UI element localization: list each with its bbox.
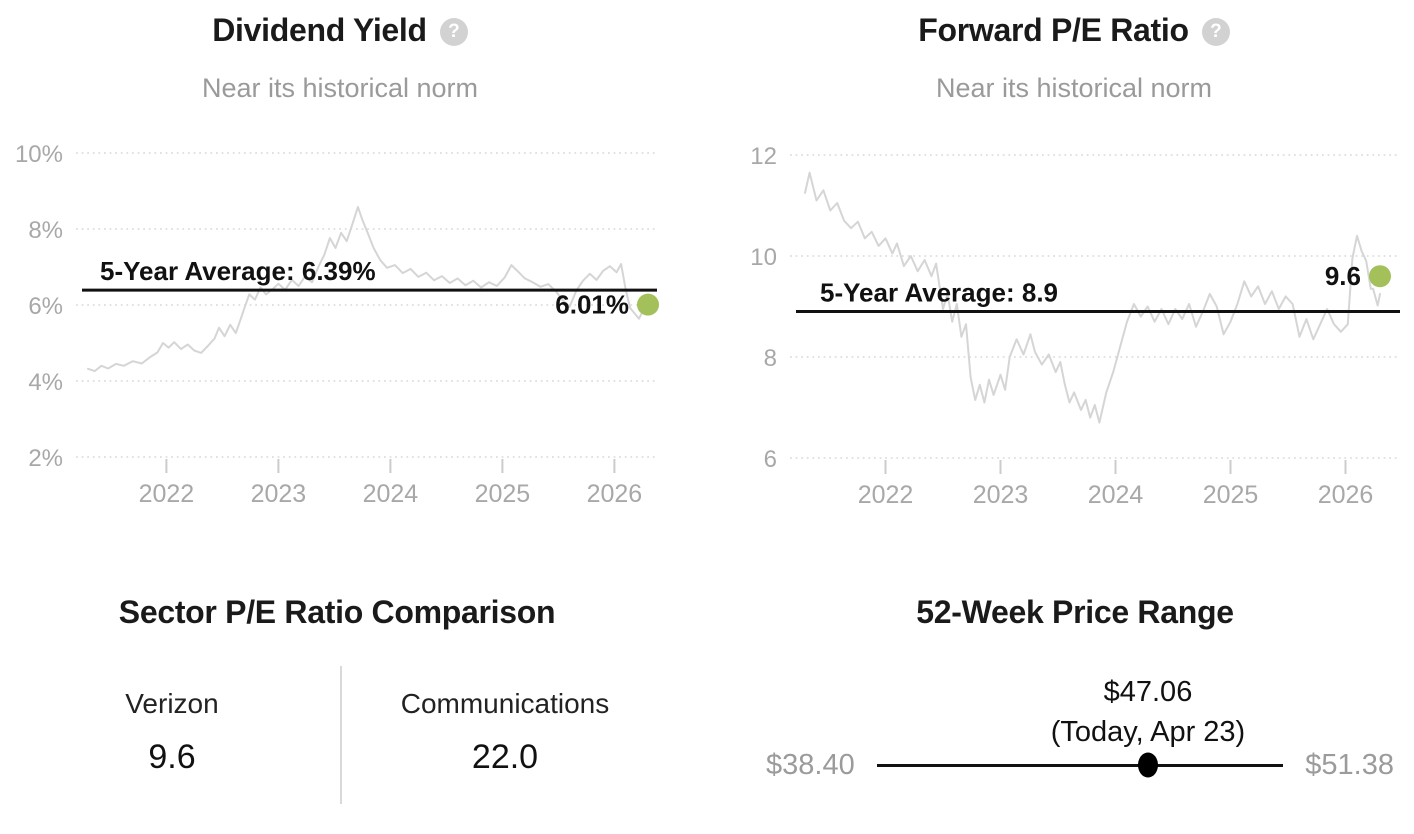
current-value-label: 9.6: [1325, 261, 1361, 291]
help-icon[interactable]: ?: [439, 17, 468, 46]
x-axis-label: 2026: [587, 480, 643, 508]
y-axis-label: 8: [764, 345, 777, 372]
price-range-widget: $38.40 $47.06 (Today, Apr 23) $51.38: [766, 676, 1394, 815]
comparison-value: 9.6: [148, 738, 196, 776]
x-axis-label: 2025: [1203, 481, 1259, 509]
forward-pe-chart: 12 10 8 6 2022 2023 2024 2025 2026 5-Year Average…: [750, 143, 1400, 509]
x-axis-label: 2025: [475, 480, 531, 508]
chart-title-text: Dividend Yield: [212, 12, 427, 48]
y-axis-label: 10: [750, 244, 777, 271]
average-label: 5-Year Average: 6.39%: [100, 256, 376, 286]
comparison-label: Communications: [400, 688, 610, 719]
x-axis-label: 2026: [1318, 481, 1374, 509]
forward-pe-title: Forward P/E Ratio ?: [734, 12, 1414, 49]
comparison-item-verizon: Verizon 9.6: [12, 688, 332, 777]
y-axis-label: 8%: [28, 217, 63, 244]
y-axis-label: 6: [764, 446, 777, 473]
y-axis-label: 12: [750, 143, 777, 170]
comparison-item-communications: Communications 22.0: [345, 688, 665, 777]
x-axis-label: 2022: [858, 481, 914, 509]
current-value-label: 6.01%: [555, 290, 629, 320]
sector-comparison-title: Sector P/E Ratio Comparison: [118, 594, 556, 630]
chart-title-text: Forward P/E Ratio: [918, 12, 1189, 48]
y-axis-label: 6%: [28, 293, 63, 320]
average-label: 5-Year Average: 8.9: [820, 278, 1058, 308]
price-range-title: 52-Week Price Range: [916, 594, 1234, 630]
x-axis-label: 2023: [973, 481, 1029, 509]
dividend-yield-subtitle: Near its historical norm: [201, 73, 479, 103]
x-axis-label: 2024: [363, 480, 419, 508]
x-axis-label: 2023: [251, 480, 307, 508]
price-range-low: $38.40: [766, 748, 855, 781]
price-range-track: $47.06 (Today, Apr 23): [876, 676, 1284, 778]
y-axis-label: 2%: [28, 445, 63, 472]
comparison-label: Verizon: [125, 688, 219, 719]
comparison-value: 22.0: [471, 738, 539, 776]
dividend-yield-header: Dividend Yield ? Near its historical nor…: [0, 12, 680, 104]
forward-pe-subtitle: Near its historical norm: [935, 73, 1213, 103]
help-icon[interactable]: ?: [1201, 17, 1230, 46]
current-price-date: (Today, Apr 23): [1050, 715, 1246, 748]
history-line: [804, 171, 1381, 424]
y-axis-label: 4%: [28, 369, 63, 396]
current-value-dot: [637, 293, 659, 316]
price-range-high: $51.38: [1305, 748, 1394, 781]
x-axis-label: 2024: [1088, 481, 1144, 509]
history-line: [87, 206, 649, 373]
dividend-yield-chart: 10% 8% 6% 4% 2% 2022 2023 2024 2025 2026 5-Year Av…: [15, 141, 659, 508]
current-value-dot: [1369, 265, 1391, 288]
y-axis-label: 10%: [15, 141, 63, 168]
current-price-dot: [1137, 752, 1158, 778]
dividend-yield-title: Dividend Yield ?: [0, 12, 680, 49]
comparison-divider: [340, 666, 342, 804]
current-price-label: $47.06: [1103, 675, 1193, 708]
x-axis-label: 2022: [139, 480, 195, 508]
forward-pe-header: Forward P/E Ratio ? Near its historical …: [734, 12, 1414, 104]
